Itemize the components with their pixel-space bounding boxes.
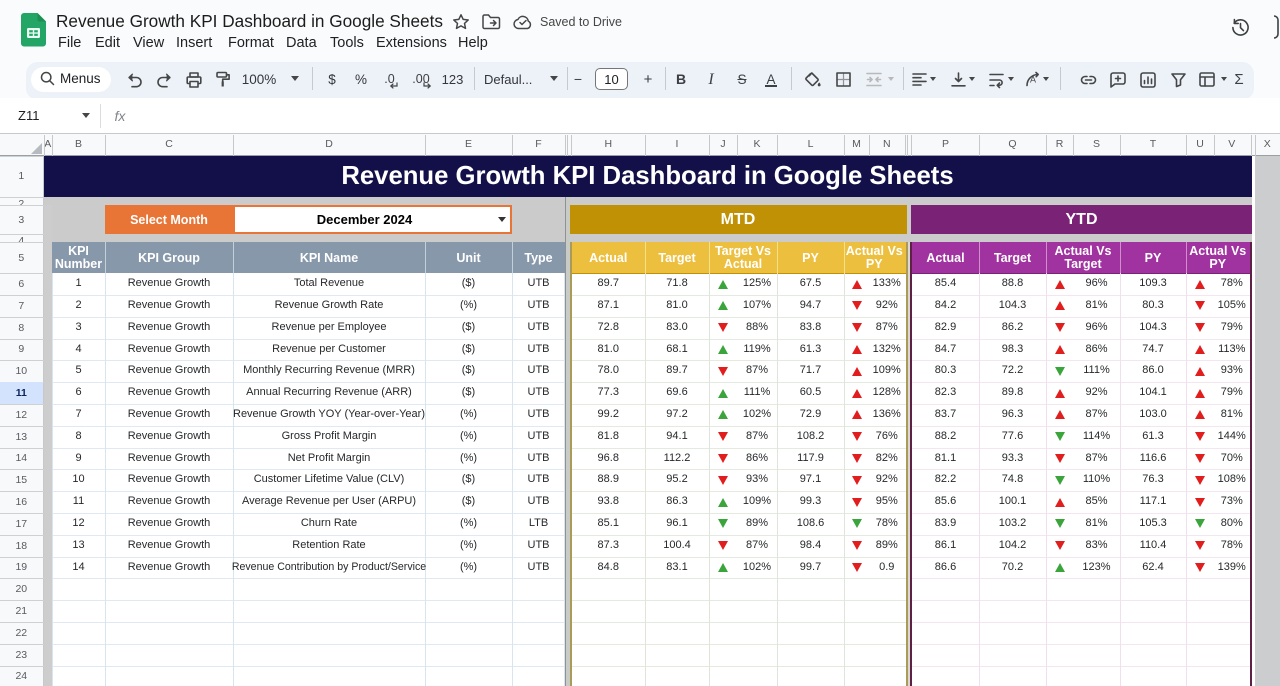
svg-text:A: A — [1030, 75, 1036, 85]
